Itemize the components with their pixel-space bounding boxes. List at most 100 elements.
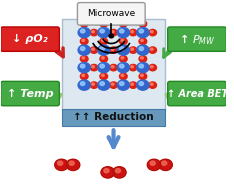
Circle shape: [101, 167, 115, 178]
Circle shape: [80, 38, 88, 45]
Circle shape: [139, 29, 143, 33]
Circle shape: [102, 22, 104, 24]
Circle shape: [120, 82, 124, 85]
Circle shape: [117, 80, 129, 90]
Circle shape: [162, 161, 167, 165]
Circle shape: [159, 159, 172, 170]
Circle shape: [131, 66, 134, 68]
Circle shape: [120, 21, 127, 27]
Circle shape: [149, 47, 157, 53]
Text: ↑ Area BET: ↑ Area BET: [167, 89, 227, 98]
Circle shape: [78, 63, 90, 73]
Circle shape: [139, 38, 147, 45]
Circle shape: [121, 22, 124, 24]
Circle shape: [137, 80, 149, 90]
Circle shape: [111, 48, 114, 50]
FancyBboxPatch shape: [1, 81, 59, 106]
Circle shape: [100, 82, 104, 85]
Circle shape: [110, 82, 117, 88]
Circle shape: [82, 22, 85, 24]
Text: Microwave: Microwave: [87, 9, 135, 18]
Circle shape: [121, 74, 124, 77]
FancyBboxPatch shape: [168, 81, 226, 106]
Circle shape: [150, 66, 153, 68]
Circle shape: [98, 63, 110, 73]
Circle shape: [139, 73, 147, 80]
Circle shape: [129, 64, 137, 71]
Circle shape: [149, 64, 157, 71]
Circle shape: [113, 167, 126, 178]
Circle shape: [141, 57, 143, 59]
Circle shape: [78, 45, 90, 55]
Circle shape: [100, 56, 108, 62]
Circle shape: [131, 48, 134, 50]
Circle shape: [100, 38, 108, 45]
Circle shape: [129, 82, 137, 88]
Circle shape: [92, 83, 95, 85]
Circle shape: [120, 47, 124, 50]
Circle shape: [137, 63, 149, 73]
Circle shape: [55, 159, 68, 170]
Circle shape: [149, 29, 157, 36]
Circle shape: [69, 161, 74, 165]
Circle shape: [150, 161, 155, 165]
Circle shape: [150, 31, 153, 33]
Circle shape: [139, 47, 143, 50]
Text: ↓ ρO₂: ↓ ρO₂: [12, 34, 48, 44]
Circle shape: [92, 31, 95, 33]
Circle shape: [80, 56, 88, 62]
Circle shape: [120, 64, 124, 68]
FancyBboxPatch shape: [77, 3, 145, 25]
FancyBboxPatch shape: [1, 27, 59, 51]
Circle shape: [90, 29, 98, 36]
Circle shape: [111, 66, 114, 68]
Circle shape: [129, 29, 137, 36]
Circle shape: [80, 82, 85, 85]
Circle shape: [100, 21, 108, 27]
FancyBboxPatch shape: [62, 19, 165, 109]
Circle shape: [147, 159, 161, 170]
Circle shape: [110, 64, 117, 71]
Circle shape: [131, 31, 134, 33]
Circle shape: [98, 45, 110, 55]
Circle shape: [137, 45, 149, 55]
Text: ↑↑ Reduction: ↑↑ Reduction: [73, 112, 154, 122]
Circle shape: [129, 47, 137, 53]
Circle shape: [141, 74, 143, 77]
Circle shape: [80, 64, 85, 68]
Circle shape: [120, 29, 124, 33]
Circle shape: [78, 80, 90, 90]
Circle shape: [82, 74, 85, 77]
Circle shape: [80, 21, 88, 27]
Circle shape: [139, 82, 143, 85]
Circle shape: [139, 21, 147, 27]
Circle shape: [100, 73, 108, 80]
FancyBboxPatch shape: [62, 108, 165, 126]
Circle shape: [58, 161, 63, 165]
Circle shape: [141, 22, 143, 24]
Circle shape: [110, 29, 117, 36]
Circle shape: [80, 73, 88, 80]
Circle shape: [102, 57, 104, 59]
Circle shape: [109, 34, 113, 38]
Circle shape: [100, 64, 104, 68]
Circle shape: [120, 73, 127, 80]
Circle shape: [100, 29, 104, 33]
Circle shape: [102, 74, 104, 77]
Circle shape: [115, 169, 121, 173]
Circle shape: [111, 83, 114, 85]
Circle shape: [90, 47, 98, 53]
Circle shape: [131, 83, 134, 85]
Circle shape: [149, 82, 157, 88]
Circle shape: [78, 28, 90, 38]
Circle shape: [98, 80, 110, 90]
Circle shape: [117, 63, 129, 73]
Circle shape: [102, 39, 104, 42]
Circle shape: [80, 47, 85, 50]
Circle shape: [100, 47, 104, 50]
Circle shape: [150, 48, 153, 50]
Circle shape: [120, 56, 127, 62]
Circle shape: [121, 39, 124, 42]
Circle shape: [111, 31, 114, 33]
Circle shape: [139, 56, 147, 62]
